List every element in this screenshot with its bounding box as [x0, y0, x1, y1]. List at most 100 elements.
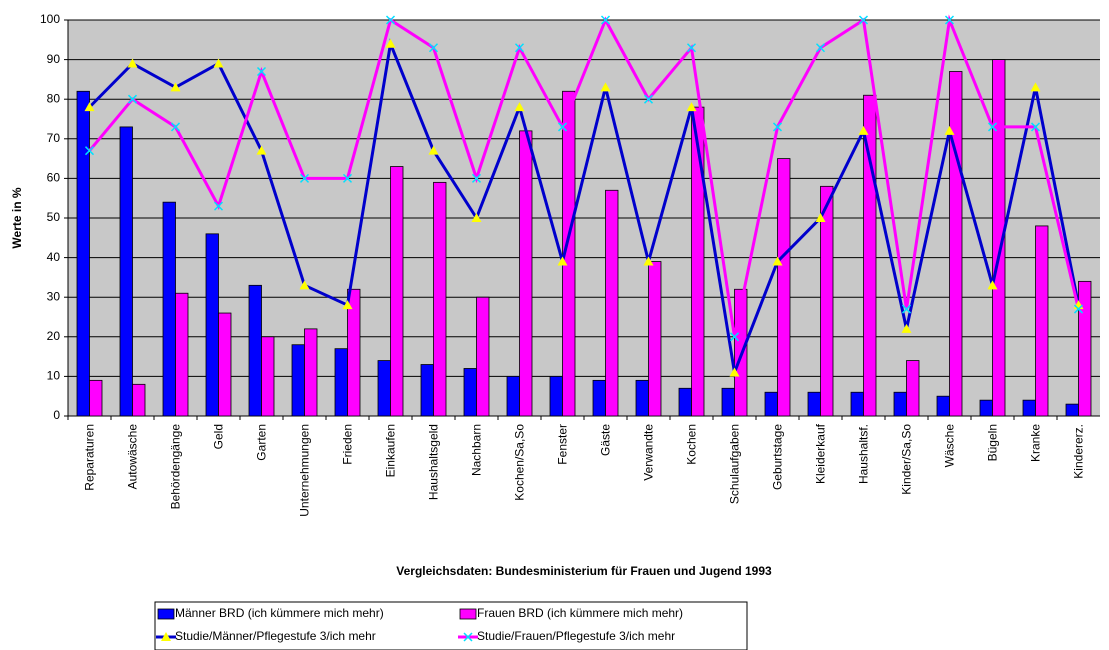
marker [471, 213, 482, 222]
marker [428, 145, 439, 155]
line [88, 38, 1080, 379]
y-tick-label: 0 [53, 408, 60, 422]
marker [815, 43, 826, 53]
x-tick-label: Garten [255, 424, 269, 461]
marker [342, 300, 353, 310]
x-tick-label: Nachbarn [470, 424, 484, 476]
y-tick-label: 10 [47, 369, 61, 383]
marker [901, 304, 912, 314]
bar [992, 59, 1006, 417]
x-tick-label: Haushaltsgeld [427, 424, 441, 500]
marker [729, 367, 740, 377]
marker [600, 82, 611, 92]
x-tick-label: Gäste [599, 424, 613, 456]
marker [471, 173, 482, 183]
bar [218, 312, 232, 417]
bar [132, 383, 146, 417]
x-tick-label: Autowäsche [126, 424, 140, 490]
marker [213, 58, 224, 68]
bar [519, 130, 533, 417]
marker [84, 102, 95, 112]
bar [549, 375, 563, 417]
y-axis-label: Werte in % [10, 187, 24, 248]
marker [514, 43, 525, 53]
bar [420, 364, 434, 417]
bar [89, 379, 103, 417]
marker [858, 15, 869, 25]
y-tick-label: 20 [47, 329, 61, 343]
line [88, 14, 1080, 338]
marker [815, 213, 826, 222]
marker [944, 15, 955, 25]
legend-marker [161, 632, 171, 641]
legend-label: Studie/Frauen/Pflegestufe 3/ich mehr [477, 629, 675, 643]
x-tick-label: Behördengänge [169, 424, 183, 510]
marker [772, 122, 783, 132]
x-tick-label: Geburtstage [771, 424, 785, 490]
bar [893, 391, 907, 417]
bar [433, 181, 447, 417]
bar [648, 261, 662, 417]
marker [686, 102, 697, 112]
bar [291, 344, 305, 417]
marker [858, 125, 869, 135]
x-tick-label: Reparaturen [83, 424, 97, 491]
x-tick-label: Fenster [556, 424, 570, 465]
marker [1073, 304, 1084, 314]
marker [256, 66, 267, 77]
y-tick-label: 60 [47, 171, 61, 185]
bar [936, 395, 950, 417]
y-tick-label: 30 [47, 289, 61, 303]
bar [334, 348, 348, 417]
x-tick-label: Unternehmungen [298, 424, 312, 517]
bar [850, 391, 864, 417]
y-tick-label: 70 [47, 131, 61, 145]
marker [643, 256, 654, 266]
bar [1065, 403, 1079, 417]
y-tick-label: 100 [40, 12, 60, 26]
bar [678, 387, 692, 417]
marker [385, 15, 396, 25]
marker [342, 173, 353, 183]
x-tick-label: Kindererz. [1072, 424, 1086, 479]
bar [347, 288, 361, 417]
bar [1078, 280, 1092, 417]
x-axis-label: Vergleichsdaten: Bundesministerium für F… [396, 564, 772, 578]
marker [901, 323, 912, 333]
bar [76, 90, 90, 417]
bar [635, 379, 649, 417]
marker [1030, 82, 1041, 92]
bar [820, 185, 834, 417]
bar [807, 391, 821, 417]
marker [299, 173, 310, 183]
marker [987, 280, 998, 290]
bar [979, 399, 993, 417]
legend-label: Männer BRD (ich kümmere mich mehr) [175, 606, 384, 620]
x-tick-label: Haushaltsf. [857, 424, 871, 484]
marker [428, 43, 439, 53]
marker [170, 82, 181, 92]
marker [127, 94, 138, 104]
bar [506, 375, 520, 417]
x-tick-label: Verwandte [642, 424, 656, 481]
marker [643, 94, 654, 104]
bar [605, 189, 619, 417]
marker [170, 122, 181, 132]
legend-label: Frauen BRD (ich kümmere mich mehr) [477, 606, 683, 620]
bar [1022, 399, 1036, 417]
y-tick-label: 90 [47, 52, 61, 66]
marker [944, 125, 955, 135]
marker [987, 122, 998, 132]
x-tick-label: Geld [212, 424, 226, 449]
x-tick-label: Kochen/Sa,So [513, 424, 527, 501]
marker [256, 145, 267, 155]
x-tick-label: Kranke [1029, 424, 1043, 462]
bar [248, 284, 262, 417]
y-tick-label: 80 [47, 91, 61, 105]
legend-marker [463, 632, 473, 642]
x-tick-label: Kochen [685, 424, 699, 465]
bar [1035, 225, 1049, 417]
x-tick-label: Kleiderkauf [814, 423, 828, 484]
x-tick-label: Wäsche [943, 424, 957, 468]
y-tick-label: 40 [47, 250, 61, 264]
